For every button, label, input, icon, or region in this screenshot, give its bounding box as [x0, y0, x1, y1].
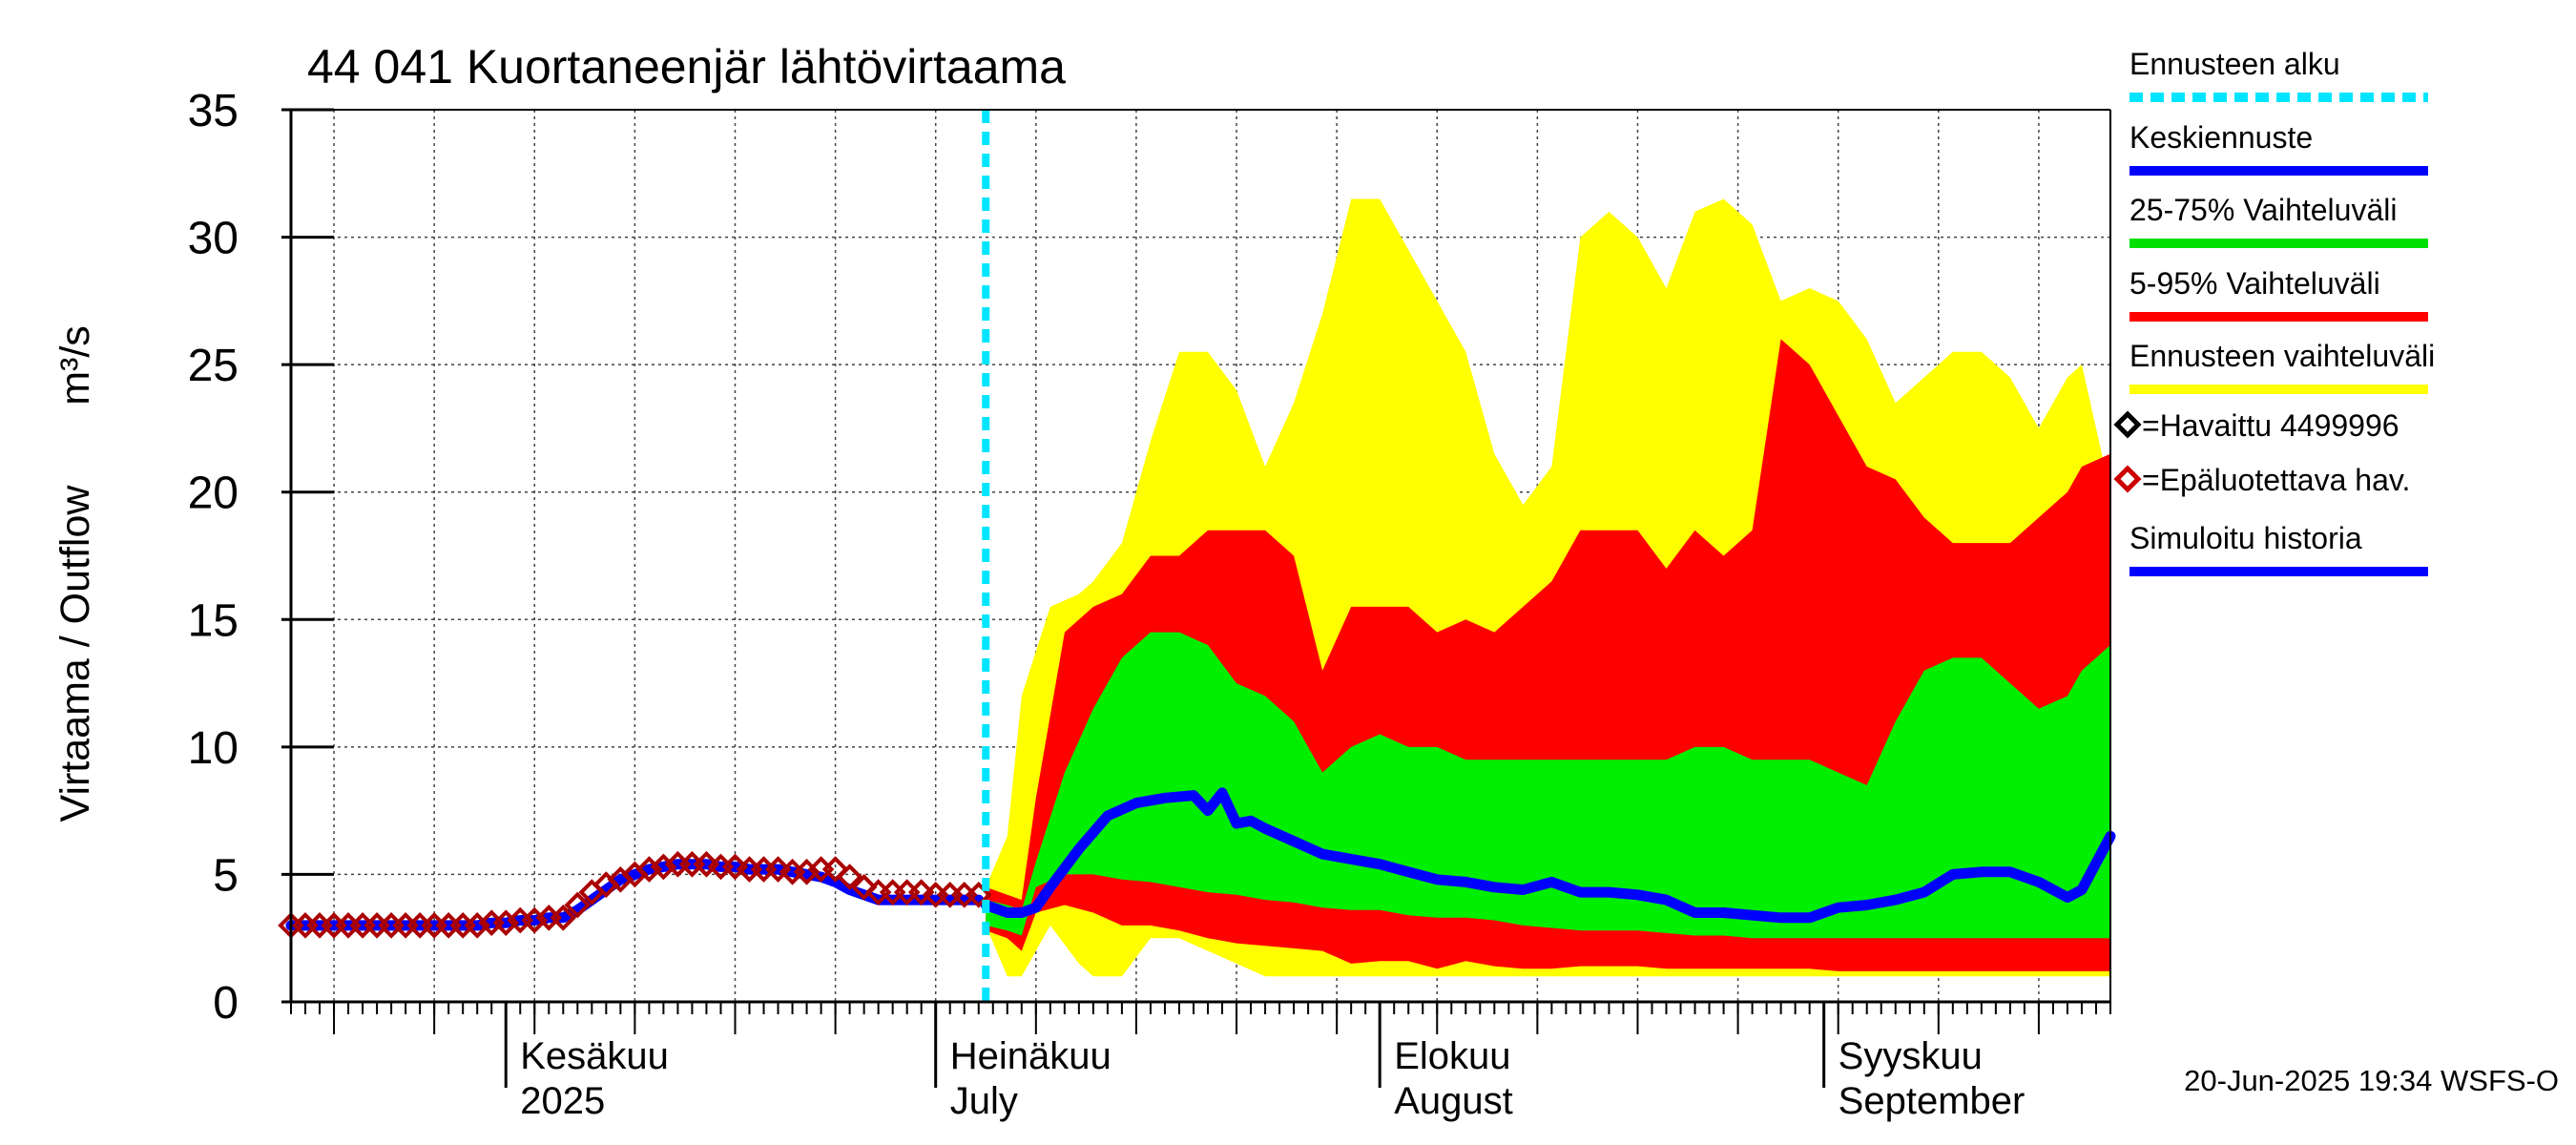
y-tick-label: 25: [188, 341, 239, 391]
observation-marker: [821, 856, 849, 883]
observation-marker: [965, 881, 992, 908]
y-tick-label: 35: [188, 86, 239, 136]
y-tick-label: 30: [188, 214, 239, 264]
x-month-label: Heinäkuu: [950, 1035, 1111, 1077]
observation-marker: [693, 850, 720, 878]
legend-label: Ennusteen alku: [2129, 47, 2340, 81]
x-month-sublabel: July: [950, 1080, 1018, 1122]
legend-label: Simuloitu historia: [2129, 521, 2362, 555]
legend-label: 25-75% Vaihteluväli: [2129, 193, 2397, 227]
y-axis-unit: m³/s: [52, 325, 98, 406]
legend-diamond-marker: [2113, 465, 2142, 493]
median-forecast-line: [980, 787, 2116, 924]
observation-marker: [564, 891, 592, 919]
x-month-sublabel: 2025: [520, 1080, 605, 1122]
band-layer: [986, 198, 2110, 977]
band-25-75: [986, 632, 2110, 939]
observation-marker: [836, 864, 863, 890]
observation-marker: [721, 853, 749, 881]
x-month-label: Elokuu: [1394, 1035, 1510, 1077]
observation-marker: [550, 905, 577, 931]
legend-label: Ennusteen vaihteluväli: [2129, 339, 2435, 373]
y-tick-label: 15: [188, 595, 239, 646]
x-month-label: Kesäkuu: [520, 1035, 669, 1077]
legend: Ennusteen alku Keskiennuste 25-75% Vaihtel…: [2113, 47, 2435, 576]
observation-marker: [907, 879, 935, 906]
observation-marker: [764, 856, 792, 883]
axes-layer: 05101520253035Kesäkuu2025HeinäkuuJulyElo…: [188, 86, 2111, 1122]
footer-timestamp: 20-Jun-2025 19:34 WSFS-O: [2184, 1064, 2559, 1097]
legend-diamond-marker: [2113, 410, 2142, 439]
legend-label: =Havaittu 4499996: [2142, 408, 2399, 443]
y-tick-label: 10: [188, 723, 239, 774]
x-month-sublabel: September: [1839, 1080, 2025, 1122]
x-month-sublabel: August: [1394, 1080, 1513, 1122]
y-tick-label: 20: [188, 468, 239, 519]
y-axis-label: Virtaama / Outflow: [52, 485, 98, 822]
legend-label: 5-95% Vaihteluväli: [2129, 266, 2380, 301]
line-layer: [278, 110, 2116, 1002]
x-month-label: Syyskuu: [1839, 1035, 1983, 1077]
observation-marker: [850, 873, 878, 901]
legend-label: =Epäluotettava hav.: [2142, 463, 2410, 497]
chart-title: 44 041 Kuortaneenjär lähtövirtaama: [307, 40, 1066, 94]
y-tick-label: 5: [213, 850, 239, 901]
y-tick-label: 0: [213, 978, 239, 1029]
simulated-history-line: [285, 859, 985, 931]
legend-label: Keskiennuste: [2129, 120, 2313, 155]
